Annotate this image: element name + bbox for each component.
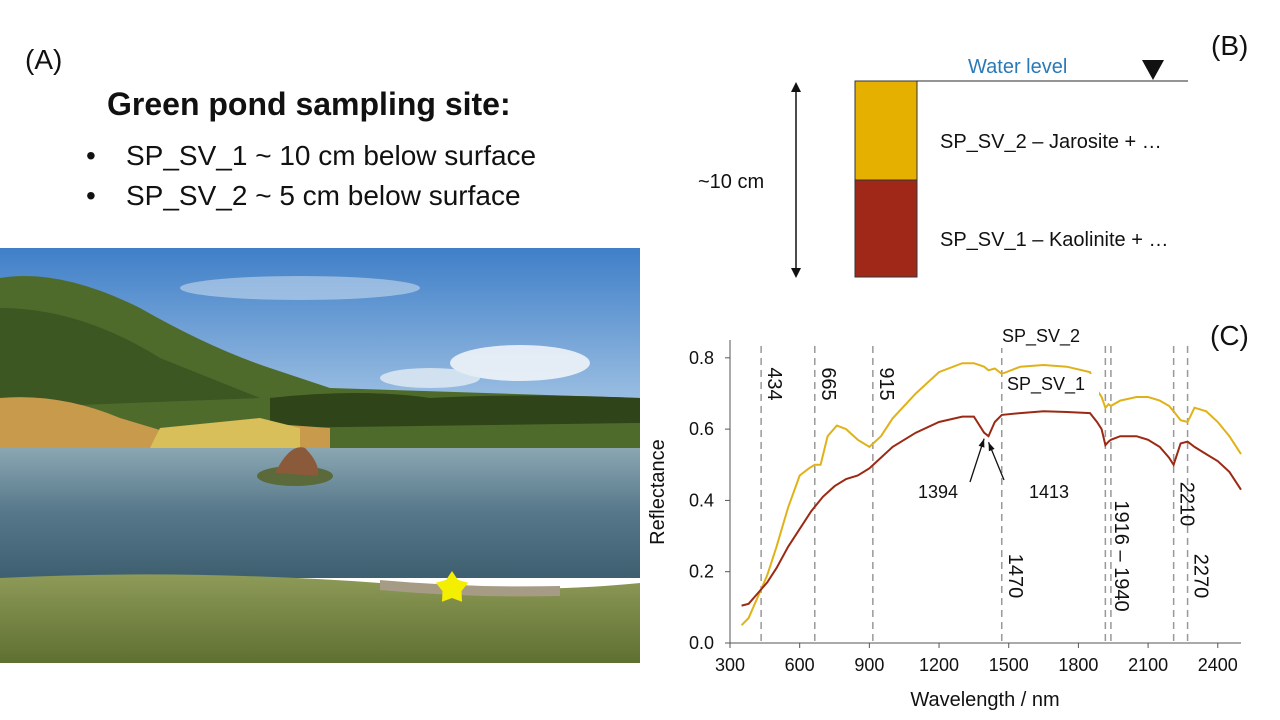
y-tick-label: 0.4 <box>689 490 714 510</box>
depth-label: ~10 cm <box>698 171 764 193</box>
x-tick-label: 1800 <box>1058 655 1098 675</box>
cloud <box>380 368 480 388</box>
band-label: 665 <box>817 367 839 400</box>
series-label: SP_SV_2 <box>1002 326 1080 347</box>
series-line <box>740 362 1242 626</box>
x-axis-label: Wavelength / nm <box>910 689 1059 711</box>
panel-a-label: (A) <box>25 44 63 75</box>
band-label: 2210 <box>1176 482 1198 527</box>
band-label: 434 <box>763 367 785 400</box>
band-callout-label: 1394 <box>918 482 958 502</box>
water-level-label: Water level <box>968 56 1067 78</box>
panel-c-label: (C) <box>1210 320 1249 351</box>
x-tick-label: 900 <box>854 655 884 675</box>
band-label: 915 <box>875 367 897 400</box>
site-photo <box>0 248 640 663</box>
shore-grass <box>0 574 640 663</box>
x-tick-label: 1500 <box>989 655 1029 675</box>
pond-water <box>0 448 640 578</box>
y-tick-label: 0.0 <box>689 633 714 653</box>
arrow-head <box>978 438 985 448</box>
upper-layer <box>854 80 918 181</box>
depth-profile-diagram: Water level ~10 cm SP_SV_2 – Jarosite + … <box>698 56 1188 278</box>
hill-shade <box>0 308 260 408</box>
band-label: 2270 <box>1190 554 1212 599</box>
arrow-head-down <box>791 268 801 278</box>
cliff-yellow <box>150 418 300 448</box>
star-icon <box>435 571 469 602</box>
lower-layer-label: SP_SV_1 – Kaolinite + … <box>940 229 1168 251</box>
islet-mound <box>275 447 319 476</box>
upper-layer-label: SP_SV_2 – Jarosite + … <box>940 131 1162 153</box>
axes <box>729 340 1241 644</box>
x-tick-label: 600 <box>785 655 815 675</box>
arrow-head-up <box>791 82 801 92</box>
x-tick-label: 300 <box>715 655 745 675</box>
arrow-head <box>988 442 995 452</box>
y-tick-label: 0.2 <box>689 562 714 582</box>
band-callout-label: 1413 <box>1029 482 1069 502</box>
distant-trees <box>270 393 640 428</box>
sample-list: SP_SV_1 ~ 10 cm below surface SP_SV_2 ~ … <box>86 140 536 220</box>
annotations: 434 665 915 1470 1916 – 1940 2210 2270 1394 1413… <box>763 326 1212 612</box>
sample-item: SP_SV_2 ~ 5 cm below surface <box>86 180 536 212</box>
panel-b-label: (B) <box>1211 30 1249 61</box>
ticks: 300 600 900 1200 1500 1800 2100 2400 0.0 0.2 0.4 0.… <box>689 348 1238 675</box>
series <box>740 362 1242 626</box>
y-axis-label: Reflectance <box>647 439 669 545</box>
sample-item: SP_SV_1 ~ 10 cm below surface <box>86 140 536 172</box>
series-label: SP_SV_1 <box>1007 374 1085 395</box>
cloud <box>180 276 420 300</box>
y-tick-label: 0.8 <box>689 348 714 368</box>
x-tick-label: 1200 <box>919 655 959 675</box>
reference-lines <box>760 346 1189 643</box>
y-tick-label: 0.6 <box>689 419 714 439</box>
site-title: Green pond sampling site: <box>107 86 511 122</box>
reflectance-chart: 300 600 900 1200 1500 1800 2100 2400 0.0 0.2 0.4 0.… <box>647 326 1242 711</box>
cloud <box>450 345 590 381</box>
series-line <box>741 410 1242 607</box>
series-label-bg <box>1003 374 1099 396</box>
lower-layer <box>854 179 918 278</box>
shore-gravel <box>380 580 560 597</box>
x-tick-label: 2100 <box>1128 655 1168 675</box>
series-label-bg <box>998 326 1094 348</box>
x-tick-label: 2400 <box>1198 655 1238 675</box>
band-label: 1470 <box>1004 554 1026 599</box>
band-label: 1916 – 1940 <box>1110 500 1132 611</box>
water-level-marker-icon <box>1142 60 1164 80</box>
